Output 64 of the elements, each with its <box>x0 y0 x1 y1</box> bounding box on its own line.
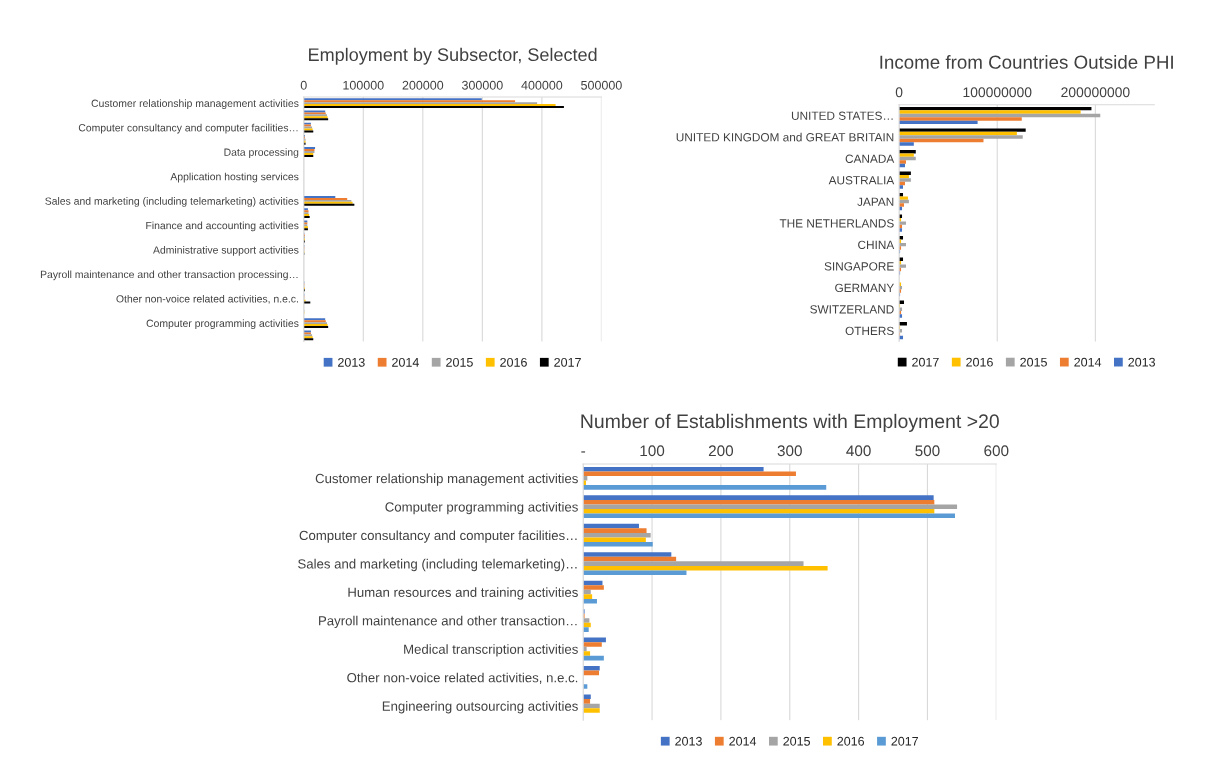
x-tick-label: 100000 <box>343 80 384 90</box>
x-tick-label: 500 <box>915 445 940 457</box>
y-tick-label: JAPAN <box>857 197 894 206</box>
y-tick-label: OTHERS <box>845 326 894 336</box>
legend-label: 2013 <box>675 736 702 746</box>
x-tick-label: 300000 <box>461 80 503 90</box>
legend-label: 2014 <box>1074 357 1102 367</box>
y-tick-label: SWITZERLAND <box>810 305 894 314</box>
y-tick-label: Application hosting services <box>170 172 299 183</box>
x-tick-label: 100000000 <box>963 87 1032 98</box>
y-tick-label: Other non-voice related activities, n.e.c. <box>116 294 298 304</box>
chart-title: Employment by Subsector, Selected <box>309 47 597 65</box>
y-tick-label: Customer relationship management activities <box>91 99 299 110</box>
chart-title: Income from Countries Outside PHI <box>880 55 1173 69</box>
x-tick-label: 600 <box>984 445 1009 457</box>
legend-label: 2014 <box>729 736 757 746</box>
x-tick-label: 200 <box>708 445 734 457</box>
y-tick-label: Other non-voice related activities, n.e.c. <box>347 672 578 684</box>
x-tick-label: 500000 <box>581 80 622 90</box>
x-tick-label: - <box>581 451 586 453</box>
y-tick-label: Computer programming activities <box>385 501 578 515</box>
legend-label: 2016 <box>966 357 993 367</box>
y-tick-label: UNITED KINGDOM and GREAT BRITAIN <box>676 132 894 142</box>
y-tick-label: GERMANY <box>835 283 894 293</box>
legend-label: 2013 <box>1128 357 1156 367</box>
x-tick-label: 100 <box>640 445 665 457</box>
legend-label: 2015 <box>783 736 811 746</box>
y-tick-label: Computer consultancy and computer facilities… <box>299 530 577 543</box>
legend-label: 2017 <box>891 736 919 746</box>
y-tick-label: Payroll maintenance and other transaction processing… <box>40 270 298 281</box>
legend-label: 2017 <box>554 357 581 367</box>
x-tick-label: 400 <box>846 445 871 457</box>
y-tick-label: THE NETHERLANDS <box>779 219 894 228</box>
y-tick-label: Engineering outsourcing activities <box>382 701 578 714</box>
y-tick-label: Computer consultancy and computer facilities… <box>78 123 298 134</box>
y-tick-label: CANADA <box>845 154 895 163</box>
x-tick-label: 200000000 <box>1061 87 1130 98</box>
x-tick-label: 400000 <box>521 80 563 90</box>
chart-title: Number of Establishments with Employment >20 <box>581 413 999 432</box>
y-tick-label: UNITED STATES… <box>791 111 893 120</box>
legend-label: 2016 <box>500 357 527 367</box>
y-tick-label: Finance and accounting activities <box>146 221 299 232</box>
x-tick-label: 300 <box>777 445 802 457</box>
y-tick-label: AUSTRALIA <box>828 176 895 185</box>
legend-label: 2016 <box>837 736 865 746</box>
y-tick-label: Customer relationship management activities <box>315 473 578 486</box>
y-tick-label: Administrative support activities <box>153 246 299 256</box>
legend-label: 2014 <box>392 357 419 367</box>
y-tick-label: Computer programming activities <box>146 319 299 330</box>
legend-label: 2015 <box>1020 357 1047 367</box>
y-tick-label: Sales and marketing (including telemarketing) activities <box>45 197 299 207</box>
y-tick-label: Sales and marketing (including telemarketing)… <box>298 558 577 572</box>
legend-label: 2015 <box>446 357 473 367</box>
x-tick-label: 0 <box>895 87 903 98</box>
y-tick-label: Payroll maintenance and other transaction… <box>319 615 577 629</box>
x-tick-label: 200000 <box>402 80 444 90</box>
x-tick-label: 0 <box>300 80 307 90</box>
y-tick-label: SINGAPORE <box>824 262 894 271</box>
y-tick-label: Medical transcription activities <box>404 644 578 657</box>
y-tick-label: Human resources and training activities <box>348 587 578 600</box>
legend-label: 2017 <box>912 357 939 367</box>
legend-label: 2013 <box>338 357 365 367</box>
y-tick-label: CHINA <box>858 240 895 250</box>
y-tick-label: Data processing <box>224 148 299 158</box>
